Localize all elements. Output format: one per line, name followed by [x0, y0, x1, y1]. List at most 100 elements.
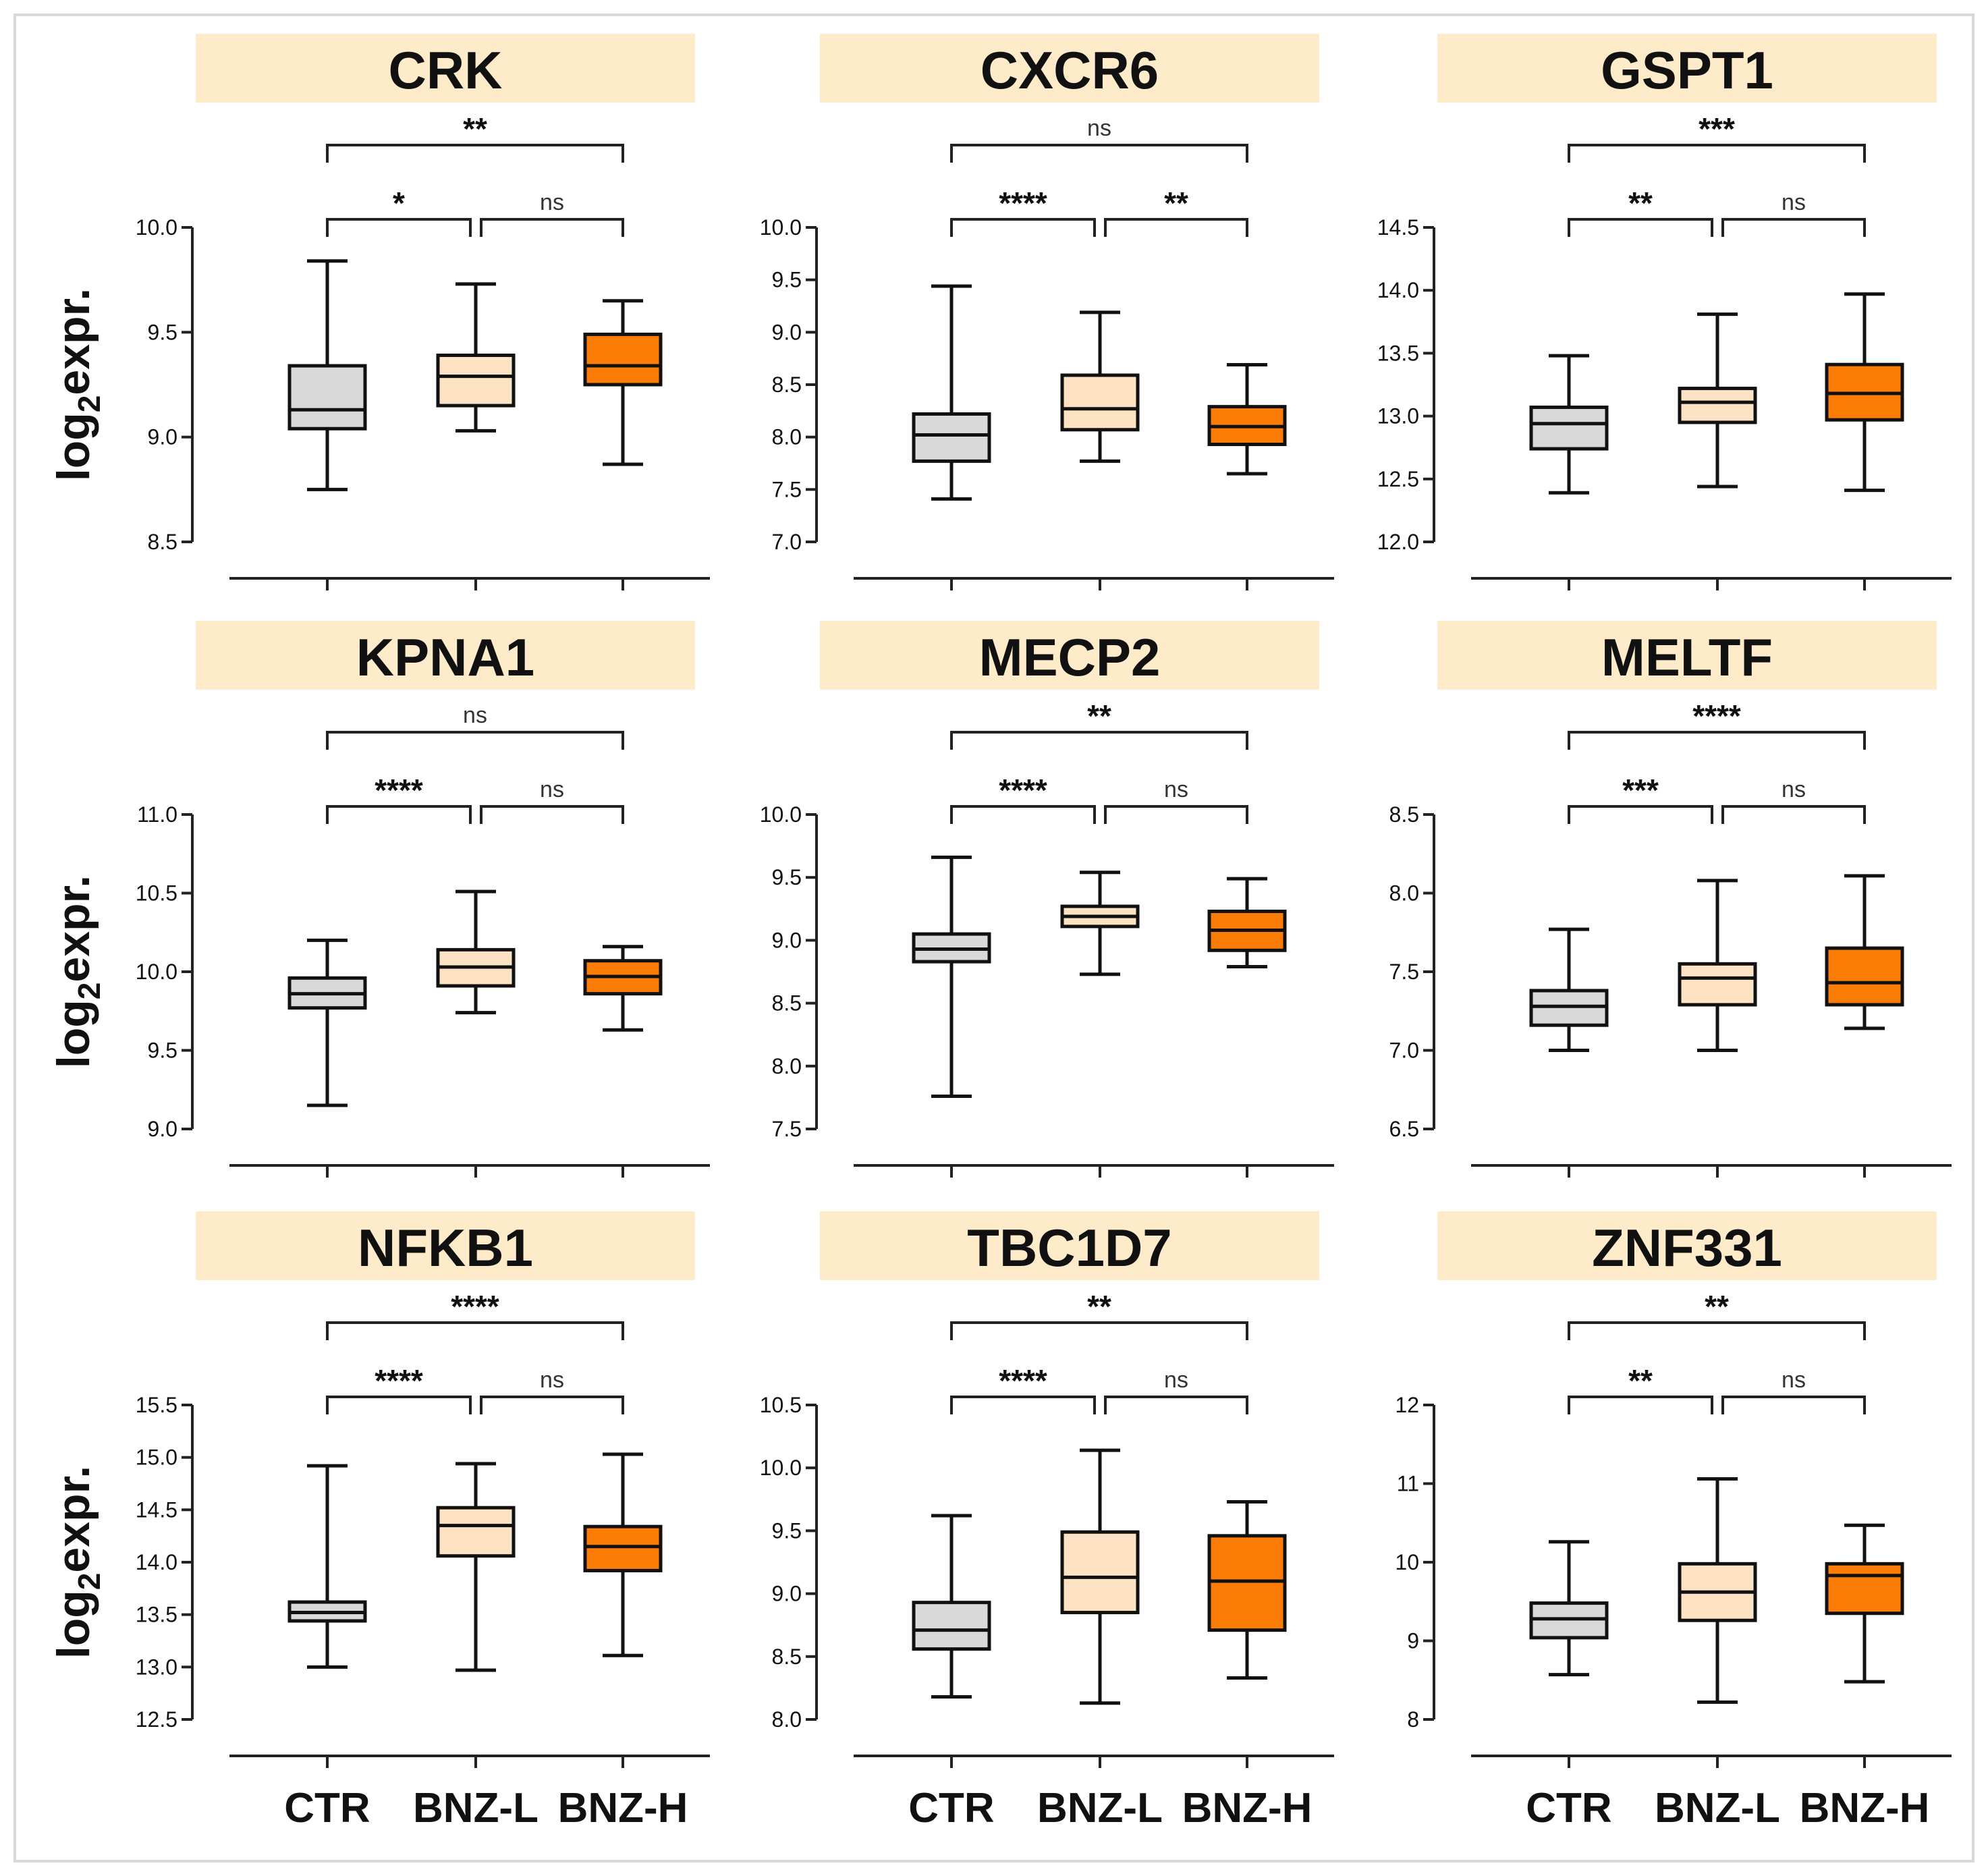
bracket-line — [1568, 731, 1866, 750]
ylabel-subscript: 2 — [72, 983, 107, 1000]
significance-label: *** — [1622, 773, 1659, 808]
bracket-line — [1568, 144, 1866, 163]
significance-label: **** — [999, 1363, 1047, 1398]
y-tick-label: 9.0 — [148, 425, 177, 449]
bracket-line — [1568, 1396, 1713, 1414]
box-bnz-h — [583, 1452, 663, 1657]
bracket-line — [1568, 1321, 1866, 1340]
bracket-line — [326, 1321, 624, 1340]
box-ctr — [287, 259, 367, 491]
y-axis-label: log2expr. — [48, 288, 107, 481]
box-iqr — [436, 1506, 516, 1558]
y-tick-label: 7.5 — [1389, 960, 1419, 984]
bracket-line — [1721, 218, 1866, 237]
y-tick-label: 9.0 — [772, 320, 802, 344]
ylabel-rest: expr. — [48, 875, 99, 983]
significance-label: ns — [1782, 190, 1806, 215]
significance-label: ns — [1782, 777, 1806, 802]
figure-border — [13, 13, 1975, 1863]
y-tick-label: 9.5 — [772, 865, 802, 889]
significance-label: ** — [1628, 1363, 1653, 1398]
bracket-line — [1104, 218, 1248, 237]
panel-title-banner — [1437, 1211, 1937, 1280]
y-tick-label: 12.5 — [1377, 467, 1419, 491]
box-ctr — [1529, 1540, 1609, 1677]
bracket-ctr-vs-bnzl: **** — [326, 1363, 472, 1414]
significance-label: ns — [1782, 1367, 1806, 1393]
bracket-line — [326, 731, 624, 750]
ylabel-subscript: 2 — [72, 1573, 107, 1591]
significance-label: ** — [1628, 186, 1653, 221]
panel-title-banner — [1437, 34, 1937, 103]
significance-label: ns — [540, 1367, 564, 1393]
box-ctr — [912, 1514, 991, 1699]
ylabel-base: log — [48, 999, 99, 1068]
bracket-line — [1568, 218, 1713, 237]
significance-label: * — [393, 186, 405, 221]
box-bnz-h — [583, 945, 663, 1032]
x-category-bnz-h: BNZ-H — [1182, 1785, 1313, 1831]
x-category-bnz-l: BNZ-L — [1655, 1785, 1780, 1831]
panel-title-banner — [820, 1211, 1319, 1280]
box-iqr — [583, 332, 663, 387]
panel-title-banner — [196, 34, 695, 103]
y-axis-label: log2expr. — [48, 1466, 107, 1659]
bracket-bnzl-vs-bnzh: ns — [480, 777, 624, 824]
panels-layer: CRK 8.5 9.0 9.5 10.0 * ns ** CXCR6 7.0 7.5 8.0 8.5 9.… — [136, 34, 1952, 1768]
panel-title: ZNF331 — [1592, 1218, 1782, 1277]
bracket-ctr-vs-bnzh: *** — [1568, 111, 1866, 163]
panel-nfkb1: NFKB1 12.5 13.0 13.5 14.0 14.5 15.0 15.5 **** ns *… — [136, 1211, 710, 1768]
panel-title: GSPT1 — [1601, 40, 1773, 100]
box-iqr — [912, 1601, 991, 1651]
bracket-line — [950, 731, 1248, 750]
bracket-ctr-vs-bnzh: **** — [1568, 698, 1866, 750]
box-bnz-l — [436, 889, 516, 1015]
box-ctr — [912, 855, 991, 1099]
bracket-line — [326, 1396, 472, 1414]
box-bnz-l — [1060, 871, 1140, 976]
y-tick-label: 8 — [1407, 1707, 1419, 1732]
panel-title-banner — [1437, 621, 1937, 690]
bracket-ctr-vs-bnzl: **** — [950, 186, 1096, 237]
box-bnz-h — [1825, 874, 1904, 1030]
box-iqr — [1060, 373, 1140, 432]
y-tick-label: 11 — [1397, 1472, 1419, 1496]
y-tick-label: 8.5 — [772, 1645, 802, 1669]
significance-label: ** — [463, 111, 487, 146]
bracket-bnzl-vs-bnzh: ns — [1104, 1367, 1248, 1414]
bracket-ctr-vs-bnzh: ns — [326, 702, 624, 750]
box-iqr — [583, 1524, 663, 1572]
box-iqr — [1678, 962, 1757, 1007]
significance-label: ** — [1087, 1289, 1111, 1324]
y-tick-label: 13.0 — [1377, 404, 1419, 429]
panel-title: CXCR6 — [981, 40, 1159, 100]
y-tick-label: 8.0 — [772, 425, 802, 449]
panel-znf331: ZNF331 8 9 10 11 12 ** ns ** — [1395, 1211, 1952, 1768]
ylabel-subscript: 2 — [72, 395, 107, 413]
bracket-ctr-vs-bnzh: ** — [326, 111, 624, 163]
x-category-bnz-h: BNZ-H — [558, 1785, 688, 1831]
bracket-bnzl-vs-bnzh: ns — [1721, 777, 1866, 824]
bracket-ctr-vs-bnzh: ** — [1568, 1289, 1866, 1340]
y-tick-label: 7.0 — [772, 530, 802, 554]
box-iqr — [1825, 1562, 1904, 1616]
y-tick-label: 9.5 — [772, 268, 802, 292]
panel-title-banner — [196, 621, 695, 690]
box-bnz-h — [1207, 877, 1287, 969]
y-tick-label: 9.5 — [148, 1039, 177, 1063]
significance-label: ns — [1087, 115, 1111, 141]
y-tick-label: 10.5 — [760, 1393, 802, 1417]
box-ctr — [912, 284, 991, 501]
panel-title-banner — [820, 34, 1319, 103]
y-tick-label: 10 — [1395, 1550, 1419, 1574]
y-tick-label: 8.5 — [1389, 802, 1419, 827]
bracket-bnzl-vs-bnzh: ns — [1721, 190, 1866, 237]
box-bnz-h — [1825, 292, 1904, 493]
box-iqr — [436, 354, 516, 408]
box-bnz-l — [1060, 310, 1140, 463]
significance-label: **** — [999, 773, 1047, 808]
significance-label: ** — [1705, 1289, 1729, 1324]
panel-title-banner — [196, 1211, 695, 1280]
bracket-ctr-vs-bnzh: ** — [950, 698, 1248, 750]
